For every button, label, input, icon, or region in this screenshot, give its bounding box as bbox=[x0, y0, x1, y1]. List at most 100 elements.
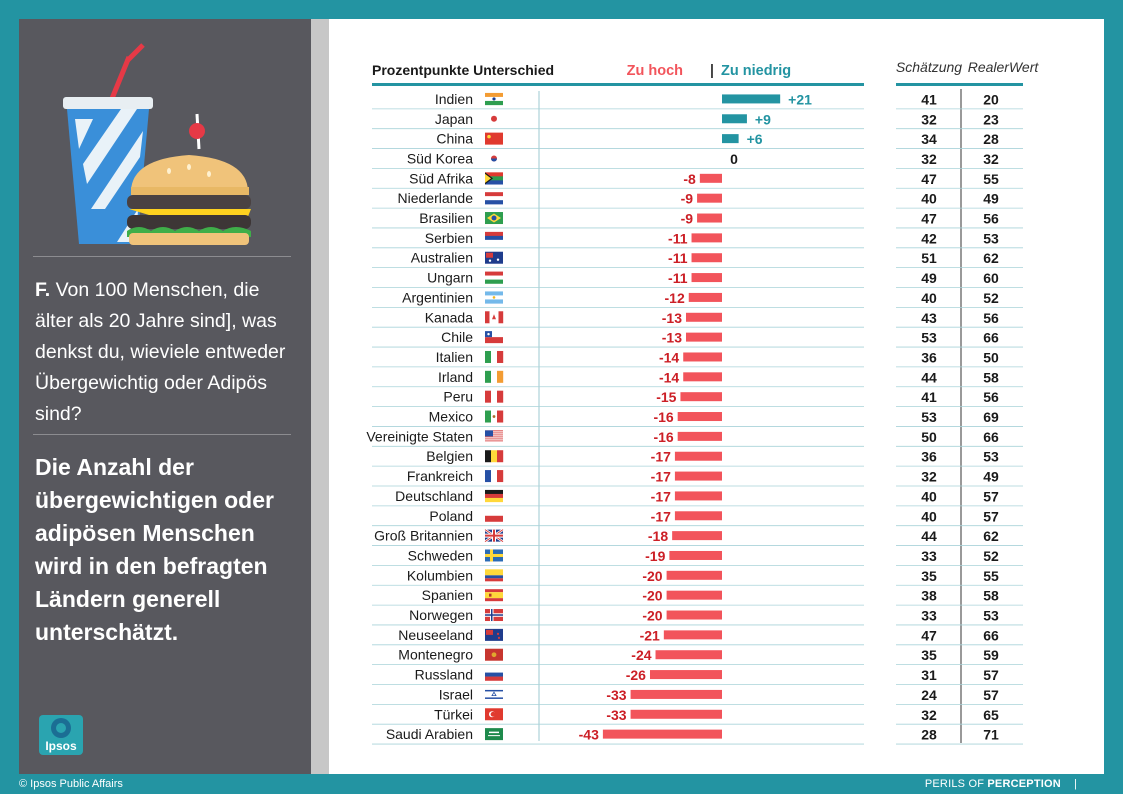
real-value: 57 bbox=[983, 488, 999, 504]
chart-row: Deutschland -17 40 57 bbox=[372, 488, 1023, 507]
data-label: -11 bbox=[668, 250, 688, 266]
chart-row: Spanien -20 38 58 bbox=[372, 587, 1023, 606]
estimate-value: 53 bbox=[921, 409, 937, 425]
real-value: 32 bbox=[983, 151, 999, 167]
chart-row: Norwegen -20 33 53 bbox=[372, 607, 1023, 626]
chart-row: Brasilien -9 47 56 bbox=[372, 210, 1023, 229]
country-label: Indien bbox=[435, 91, 473, 107]
real-value: 57 bbox=[983, 687, 999, 703]
country-label: China bbox=[436, 131, 473, 147]
estimate-value: 49 bbox=[921, 270, 937, 286]
bar bbox=[672, 531, 722, 541]
real-value: 49 bbox=[983, 191, 999, 207]
flag-tr-icon bbox=[485, 708, 503, 721]
flag-cn-icon bbox=[485, 132, 503, 145]
column-header-real: RealerWert bbox=[968, 59, 1040, 75]
estimate-value: 51 bbox=[921, 250, 937, 266]
real-value: 56 bbox=[983, 211, 999, 227]
chart-row: Indien +21 41 20 bbox=[372, 91, 1023, 110]
data-label: 0 bbox=[730, 151, 738, 167]
bar bbox=[691, 253, 722, 263]
estimate-value: 43 bbox=[921, 310, 937, 326]
chart-row: Italien -14 36 50 bbox=[372, 349, 1023, 368]
flag-es-icon bbox=[485, 589, 503, 602]
flag-de-icon bbox=[485, 489, 503, 503]
chart-row: Poland -17 40 57 bbox=[372, 508, 1023, 527]
brand-bold: PERCEPTION bbox=[987, 778, 1061, 790]
data-label: -26 bbox=[626, 667, 646, 683]
data-label: +9 bbox=[755, 111, 771, 127]
chart-row: Vereinigte Staten -16 50 66 bbox=[366, 428, 1023, 447]
bar bbox=[674, 511, 722, 521]
flag-in-icon bbox=[485, 92, 503, 106]
country-label: Serbien bbox=[425, 230, 473, 246]
flag-be-icon bbox=[485, 450, 504, 463]
data-label: -11 bbox=[668, 230, 688, 246]
bar bbox=[683, 352, 722, 362]
data-label: -14 bbox=[659, 349, 679, 365]
flag-ca-icon bbox=[485, 311, 504, 324]
estimate-value: 53 bbox=[921, 330, 937, 346]
data-label: -11 bbox=[668, 270, 688, 286]
country-label: Australien bbox=[411, 250, 473, 266]
real-value: 71 bbox=[983, 727, 999, 743]
estimate-value: 31 bbox=[921, 667, 937, 683]
flag-no-icon bbox=[485, 609, 503, 622]
question-prefix: F. bbox=[35, 279, 51, 301]
estimate-value: 33 bbox=[921, 548, 937, 564]
bar bbox=[649, 670, 722, 680]
chart-row: Argentinien -12 40 52 bbox=[372, 289, 1023, 308]
chart-row: Türkei -33 32 65 bbox=[372, 706, 1023, 725]
flag-ie-icon bbox=[485, 370, 504, 383]
question-text: F. Von 100 Menschen, die älter als 20 Ja… bbox=[35, 275, 297, 430]
flag-cl-icon bbox=[485, 331, 503, 344]
brand-prefix: PERILS OF bbox=[924, 778, 985, 790]
bar bbox=[691, 233, 722, 243]
flag-nz-icon bbox=[485, 628, 503, 641]
data-label: -13 bbox=[662, 310, 682, 326]
estimate-value: 35 bbox=[921, 647, 937, 663]
chart-row: Russland -26 31 57 bbox=[372, 667, 1023, 685]
data-label: -21 bbox=[640, 627, 660, 643]
estimate-value: 40 bbox=[921, 488, 937, 504]
estimate-value: 40 bbox=[921, 508, 937, 524]
country-label: Ungarn bbox=[427, 270, 473, 286]
real-value: 62 bbox=[983, 528, 999, 544]
chart-row: Mexico -16 53 69 bbox=[372, 409, 1023, 427]
estimate-value: 44 bbox=[921, 369, 937, 385]
flag-us-icon bbox=[485, 430, 503, 443]
country-label: Montenegro bbox=[398, 647, 473, 663]
finding-text: Die Anzahl der übergewichtigen oder adip… bbox=[35, 454, 274, 645]
brand-footer: PERILS OF PERCEPTION | bbox=[925, 778, 1077, 790]
country-label: Spanien bbox=[422, 587, 473, 603]
bar bbox=[722, 94, 781, 104]
estimate-value: 40 bbox=[921, 191, 937, 207]
bar bbox=[674, 451, 722, 461]
country-label: Süd Afrika bbox=[409, 170, 473, 186]
real-value: 53 bbox=[983, 230, 999, 246]
country-label: Neuseeland bbox=[398, 627, 473, 643]
country-label: Groß Britannien bbox=[374, 528, 473, 544]
header-rule-left bbox=[372, 83, 864, 86]
chart-row: Schweden -19 33 52 bbox=[372, 547, 1023, 566]
flag-rs-icon bbox=[485, 231, 503, 245]
chart-row: China +6 34 28 bbox=[372, 131, 1023, 149]
estimate-value: 50 bbox=[921, 429, 937, 445]
real-value: 20 bbox=[983, 91, 999, 107]
real-value: 65 bbox=[983, 707, 999, 723]
data-label: -33 bbox=[606, 707, 626, 723]
bar bbox=[666, 610, 722, 620]
chart-row: Japan +9 32 23 bbox=[372, 111, 1023, 130]
country-label: Argentinien bbox=[402, 289, 473, 305]
chart-row: Belgien -17 36 53 bbox=[372, 448, 1023, 467]
country-label: Türkei bbox=[434, 706, 473, 722]
chart-panel: Prozentpunkte Unterschied Zu hoch | Zu nied… bbox=[329, 19, 1104, 774]
real-value: 58 bbox=[983, 369, 999, 385]
country-label: Russland bbox=[415, 667, 473, 683]
ipsos-logo-text: Ipsos bbox=[45, 739, 77, 753]
ipsos-logo: Ipsos bbox=[39, 715, 83, 755]
data-label: -19 bbox=[645, 548, 665, 564]
country-label: Mexico bbox=[429, 409, 474, 425]
bar bbox=[685, 312, 722, 322]
flag-pl-icon bbox=[485, 509, 503, 522]
